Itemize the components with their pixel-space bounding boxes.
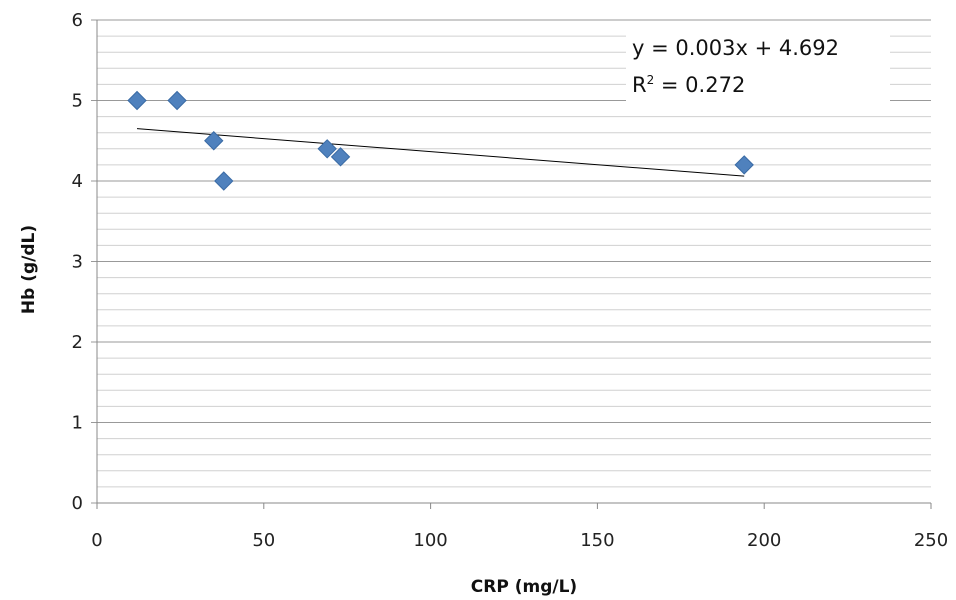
y-tick-label: 5: [72, 91, 83, 112]
data-point: [317, 139, 337, 159]
data-point: [214, 171, 234, 191]
y-tick-label: 4: [72, 171, 83, 192]
trendline: [136, 128, 745, 177]
x-tick-label: 100: [413, 530, 447, 551]
y-tick-label: 0: [72, 493, 83, 514]
x-tick-label: 50: [252, 530, 275, 551]
y-tick-label: 2: [72, 332, 83, 353]
data-point: [330, 147, 351, 167]
y-tick-label: 6: [72, 10, 83, 31]
y-tick-label: 3: [72, 252, 83, 273]
x-tick-label: 150: [580, 530, 614, 551]
x-tick-label: 200: [747, 530, 781, 551]
y-axis-title: Hb (g/dL): [19, 225, 39, 314]
trendline-annotation: y = 0.003x + 4.692 R2 = 0.272: [626, 30, 890, 103]
y-tick-label: 1: [72, 413, 83, 434]
trendline-equation: y = 0.003x + 4.692: [632, 36, 839, 60]
x-tick-label: 250: [914, 530, 948, 551]
r-squared-value: R2 = 0.272: [632, 73, 746, 97]
x-tick-label: 0: [91, 530, 102, 551]
data-point: [734, 155, 754, 175]
data-point: [127, 90, 147, 111]
data-point: [204, 131, 224, 151]
data-point: [167, 90, 187, 111]
x-axis-title: CRP (mg/L): [471, 577, 577, 597]
